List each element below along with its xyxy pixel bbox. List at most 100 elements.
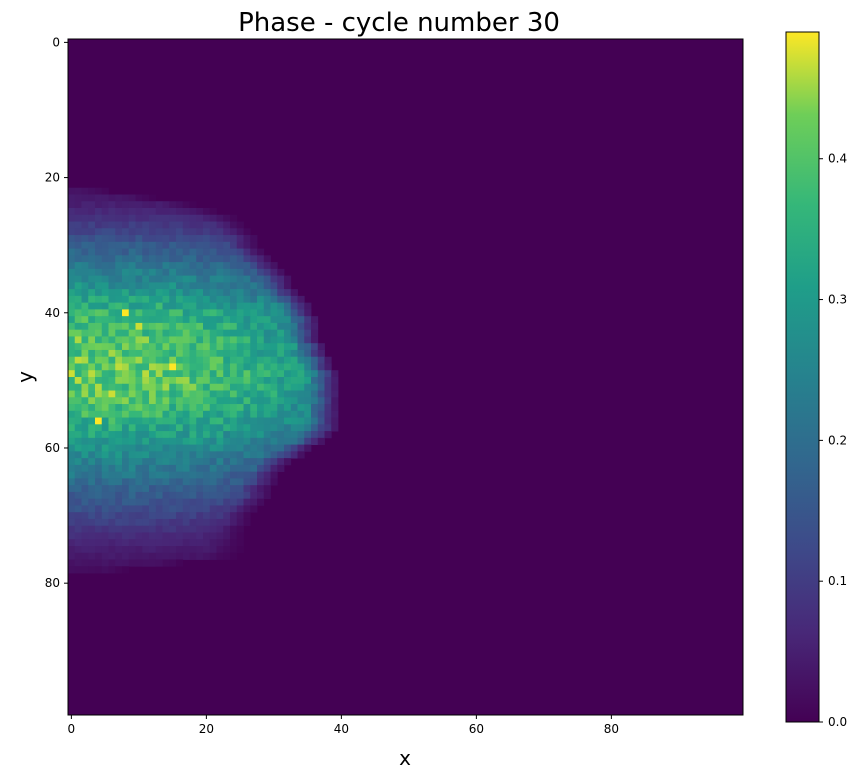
heatmap-cell bbox=[230, 491, 238, 500]
heatmap-cell bbox=[128, 518, 136, 527]
heatmap-cell bbox=[115, 349, 123, 358]
heatmap-cell bbox=[101, 424, 109, 432]
heatmap-cell bbox=[155, 559, 163, 567]
heatmap-cell bbox=[108, 485, 116, 493]
heatmap-cell bbox=[135, 228, 143, 236]
heatmap-cell bbox=[182, 322, 190, 331]
heatmap-cell bbox=[149, 410, 157, 418]
heatmap-cell bbox=[115, 363, 123, 371]
heatmap-cell bbox=[88, 471, 96, 479]
heatmap-cell bbox=[135, 451, 143, 459]
heatmap-cell bbox=[189, 539, 197, 547]
heatmap-cell bbox=[155, 363, 163, 371]
heatmap-cell bbox=[216, 498, 224, 506]
heatmap-cell bbox=[142, 431, 150, 439]
heatmap-cell bbox=[236, 498, 244, 506]
heatmap-cell bbox=[142, 552, 150, 560]
heatmap-cell bbox=[250, 397, 258, 405]
heatmap-cell bbox=[263, 363, 271, 371]
heatmap-cell bbox=[108, 559, 116, 567]
heatmap-cell bbox=[189, 356, 197, 364]
heatmap-cell bbox=[169, 532, 177, 540]
heatmap-cell bbox=[189, 464, 197, 473]
heatmap-cell bbox=[196, 383, 204, 391]
heatmap-cell bbox=[88, 404, 96, 412]
heatmap-cell bbox=[155, 208, 163, 216]
heatmap-cell bbox=[331, 410, 339, 418]
heatmap-cell bbox=[169, 208, 177, 216]
heatmap-cell bbox=[257, 295, 265, 304]
heatmap-cell bbox=[182, 444, 190, 452]
heatmap-cell bbox=[149, 309, 157, 317]
heatmap-cell bbox=[176, 370, 184, 378]
heatmap-cell bbox=[209, 546, 217, 554]
heatmap-cell bbox=[95, 309, 103, 317]
heatmap-cell bbox=[68, 329, 76, 337]
heatmap-cell bbox=[263, 329, 271, 337]
heatmap-cell bbox=[263, 417, 271, 425]
heatmap-cell bbox=[74, 329, 82, 337]
heatmap-cell bbox=[81, 444, 89, 452]
heatmap-cell bbox=[311, 363, 319, 371]
heatmap-cell bbox=[122, 194, 130, 202]
heatmap-cell bbox=[149, 525, 157, 533]
heatmap-cell bbox=[162, 235, 170, 243]
heatmap-cell bbox=[250, 410, 258, 418]
heatmap-cell bbox=[182, 532, 190, 540]
heatmap-cell bbox=[169, 377, 177, 385]
heatmap-cell bbox=[88, 431, 96, 439]
heatmap-cell bbox=[101, 289, 109, 297]
heatmap-cell bbox=[203, 404, 211, 412]
heatmap-cell bbox=[149, 363, 157, 371]
heatmap-cell bbox=[155, 491, 163, 500]
heatmap-cell bbox=[115, 505, 123, 513]
heatmap-cell bbox=[182, 221, 190, 229]
heatmap-cell bbox=[230, 552, 238, 560]
heatmap-cell bbox=[290, 410, 298, 418]
heatmap-cell bbox=[196, 505, 204, 513]
heatmap-cell bbox=[209, 417, 217, 425]
heatmap-cell bbox=[182, 552, 190, 560]
heatmap-cell bbox=[176, 437, 184, 445]
heatmap-cell bbox=[68, 417, 76, 425]
heatmap-cell bbox=[290, 295, 298, 304]
heatmap-cell bbox=[297, 343, 305, 351]
heatmap-cell bbox=[223, 532, 231, 540]
heatmap-cell bbox=[243, 444, 251, 452]
heatmap-cell bbox=[74, 559, 82, 567]
heatmap-cell bbox=[101, 491, 109, 500]
heatmap-cell bbox=[155, 437, 163, 445]
heatmap-cell bbox=[95, 437, 103, 445]
heatmap-cell bbox=[236, 343, 244, 351]
heatmap-cell bbox=[216, 241, 224, 249]
heatmap-cell bbox=[95, 383, 103, 391]
heatmap-cell bbox=[297, 390, 305, 398]
heatmap-cell bbox=[88, 214, 96, 222]
heatmap-cell bbox=[74, 478, 82, 486]
heatmap-cell bbox=[108, 241, 116, 249]
heatmap-cell bbox=[203, 539, 211, 547]
heatmap-cell bbox=[297, 417, 305, 425]
heatmap-cell bbox=[243, 417, 251, 425]
heatmap-cell bbox=[101, 377, 109, 385]
heatmap-cell bbox=[236, 289, 244, 297]
heatmap-cell bbox=[101, 295, 109, 304]
heatmap-cell bbox=[115, 464, 123, 473]
heatmap-cell bbox=[68, 559, 76, 567]
heatmap-cell bbox=[257, 363, 265, 371]
heatmap-cell bbox=[122, 444, 130, 452]
heatmap-cell bbox=[95, 424, 103, 432]
heatmap-cell bbox=[74, 437, 82, 445]
heatmap-cell bbox=[209, 343, 217, 351]
heatmap-cell bbox=[155, 512, 163, 520]
heatmap-cell bbox=[101, 485, 109, 493]
heatmap-cell bbox=[317, 417, 325, 425]
heatmap-cell bbox=[95, 525, 103, 533]
heatmap-cell bbox=[169, 201, 177, 209]
heatmap-cell bbox=[135, 404, 143, 412]
heatmap-cell bbox=[81, 431, 89, 439]
heatmap-cell bbox=[74, 295, 82, 304]
heatmap-cell bbox=[169, 525, 177, 533]
heatmap-cell bbox=[88, 485, 96, 493]
heatmap-cell bbox=[162, 505, 170, 513]
